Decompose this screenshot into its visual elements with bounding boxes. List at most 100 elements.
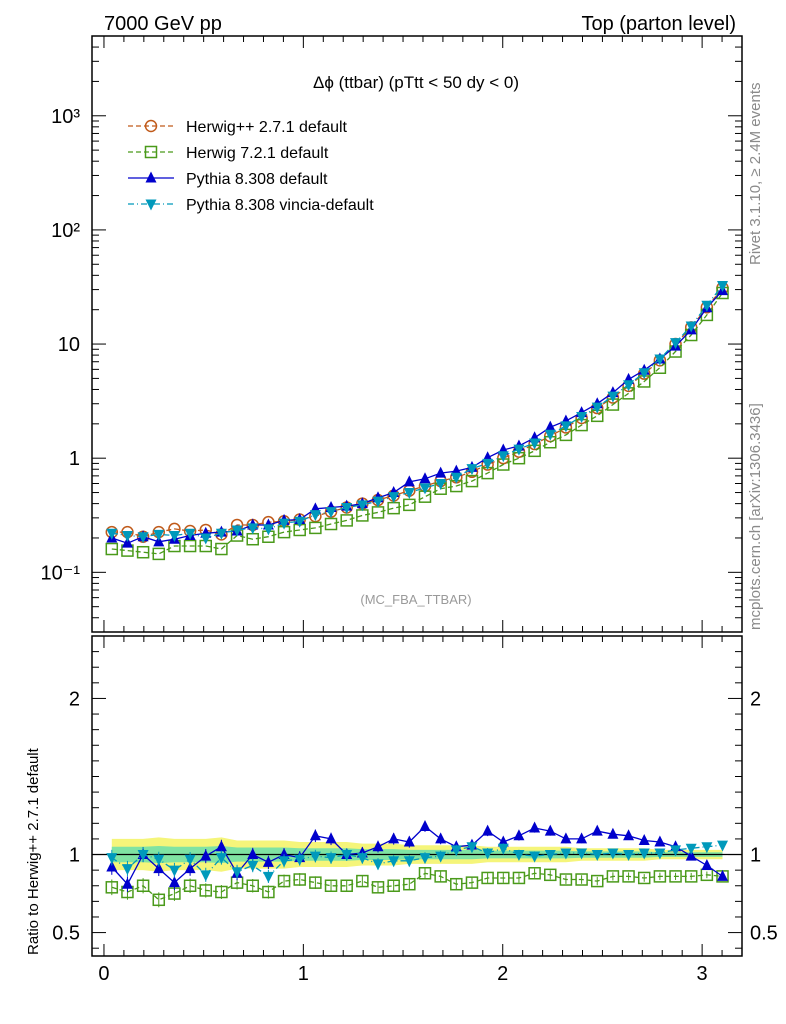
data-point-pythia-8-308-vincia-default bbox=[482, 458, 494, 470]
ratio-y-tick-label-right: 0.5 bbox=[750, 923, 778, 945]
ratio-point-pythia-8-308-default bbox=[435, 832, 447, 844]
data-point-pythia-8-308-vincia-default bbox=[215, 528, 227, 540]
ratio-point-herwig-7-2-1-default bbox=[481, 871, 494, 885]
series-line-herwig-7-2-1-default bbox=[111, 292, 724, 555]
data-point-pythia-8-308-vincia-default bbox=[497, 451, 509, 463]
mcplots-label: mcplots.cern.ch [arXiv:1306.3436] bbox=[747, 403, 764, 630]
ratio-point-pythia-8-308-default bbox=[200, 849, 212, 861]
legend-marker-herwig-7-2-1-default bbox=[144, 145, 158, 159]
data-point-pythia-8-308-vincia-default bbox=[372, 496, 384, 508]
data-point-pythia-8-308-vincia-default bbox=[513, 444, 525, 456]
legend-marker-pythia-8-308-vincia-default bbox=[145, 199, 157, 211]
rivet-label: Rivet 3.1.10, ≥ 2.4M events bbox=[747, 83, 764, 266]
ratio-point-pythia-8-308-default bbox=[482, 824, 494, 836]
ratio-point-pythia-8-308-vincia-default bbox=[482, 848, 494, 860]
ratio-point-pythia-8-308-vincia-default bbox=[294, 854, 306, 866]
data-point-pythia-8-308-vincia-default bbox=[247, 523, 259, 535]
data-point-pythia-8-308-vincia-default bbox=[435, 479, 447, 491]
data-point-herwig-7-2-1-default bbox=[215, 542, 228, 556]
data-point-pythia-8-308-default bbox=[544, 420, 556, 432]
ratio-point-pythia-8-308-vincia-default bbox=[591, 850, 603, 862]
ratio-point-pythia-8-308-vincia-default bbox=[544, 850, 556, 862]
ratio-point-herwig-7-2-1-default bbox=[684, 870, 698, 883]
legend-marker-herwig-2-7-1-default bbox=[144, 119, 158, 133]
series-line-pythia-8-308-vincia-default bbox=[111, 285, 724, 539]
ratio-point-pythia-8-308-vincia-default bbox=[184, 854, 196, 866]
plot-title: Δϕ (ttbar) (pTtt < 50 dy < 0) bbox=[313, 73, 519, 92]
x-tick-label: 0 bbox=[98, 963, 109, 985]
ratio-point-herwig-7-2-1-default bbox=[559, 873, 573, 886]
ratio-point-pythia-8-308-vincia-default bbox=[200, 870, 212, 882]
ratio-y-tick-label: 1 bbox=[69, 845, 80, 867]
data-point-herwig-7-2-1-default bbox=[340, 514, 353, 527]
data-point-pythia-8-308-vincia-default bbox=[341, 502, 353, 514]
data-point-herwig-7-2-1-default bbox=[152, 547, 166, 561]
ratio-point-pythia-8-308-default bbox=[184, 862, 196, 874]
series-line-herwig-2-7-1-default bbox=[111, 287, 724, 538]
ratio-point-pythia-8-308-vincia-default bbox=[701, 842, 713, 854]
data-point-pythia-8-308-vincia-default bbox=[294, 516, 306, 528]
ratio-point-pythia-8-308-vincia-default bbox=[137, 850, 149, 862]
data-point-pythia-8-308-vincia-default bbox=[262, 524, 274, 536]
data-point-pythia-8-308-vincia-default bbox=[529, 438, 541, 450]
ratio-point-herwig-7-2-1-default bbox=[246, 879, 259, 893]
ratio-point-pythia-8-308-default bbox=[685, 849, 697, 861]
ratio-point-pythia-8-308-default bbox=[215, 840, 227, 852]
ratio-point-herwig-7-2-1-default bbox=[512, 871, 526, 885]
data-point-herwig-7-2-1-default bbox=[183, 539, 197, 553]
ratio-point-pythia-8-308-vincia-default bbox=[278, 856, 290, 868]
data-point-pythia-8-308-vincia-default bbox=[623, 380, 635, 392]
ratio-point-pythia-8-308-default bbox=[560, 832, 572, 844]
data-point-pythia-8-308-vincia-default bbox=[137, 532, 149, 544]
data-point-pythia-8-308-vincia-default bbox=[106, 528, 118, 540]
data-point-pythia-8-308-default bbox=[403, 475, 415, 487]
ratio-point-pythia-8-308-vincia-default bbox=[670, 845, 682, 857]
data-point-pythia-8-308-vincia-default bbox=[200, 533, 212, 545]
ratio-point-herwig-7-2-1-default bbox=[277, 874, 291, 888]
ratio-point-pythia-8-308-vincia-default bbox=[623, 850, 635, 862]
ratio-point-pythia-8-308-default bbox=[262, 855, 274, 867]
ratio-point-herwig-7-2-1-default bbox=[293, 873, 306, 886]
data-point-pythia-8-308-vincia-default bbox=[309, 510, 321, 522]
ratio-point-herwig-7-2-1-default bbox=[136, 879, 150, 893]
ratio-point-herwig-7-2-1-default bbox=[262, 885, 275, 899]
ratio-point-pythia-8-308-vincia-default bbox=[325, 853, 337, 865]
ratio-point-pythia-8-308-vincia-default bbox=[247, 860, 259, 872]
ratio-point-herwig-7-2-1-default bbox=[465, 876, 479, 889]
ratio-point-herwig-7-2-1-default bbox=[590, 874, 604, 888]
legend-label: Pythia 8.308 default bbox=[186, 171, 328, 188]
ratio-point-herwig-7-2-1-default bbox=[356, 874, 369, 888]
ratio-y-tick-label-right: 2 bbox=[750, 688, 761, 710]
ratio-point-herwig-7-2-1-default bbox=[199, 884, 212, 897]
x-tick-label: 1 bbox=[298, 963, 309, 985]
header-left: 7000 GeV pp bbox=[104, 13, 222, 35]
ratio-point-herwig-7-2-1-default bbox=[575, 873, 588, 886]
data-point-herwig-7-2-1-default bbox=[136, 545, 150, 559]
ratio-point-herwig-7-2-1-default bbox=[544, 868, 557, 882]
ratio-point-pythia-8-308-default bbox=[309, 829, 321, 841]
legend-label: Pythia 8.308 vincia-default bbox=[186, 197, 374, 214]
legend-label: Herwig 7.2.1 default bbox=[186, 145, 329, 162]
ratio-point-herwig-7-2-1-default bbox=[669, 870, 682, 883]
ratio-point-herwig-7-2-1-default bbox=[653, 870, 667, 883]
ratio-point-pythia-8-308-vincia-default bbox=[388, 856, 400, 868]
ratio-point-herwig-7-2-1-default bbox=[152, 893, 166, 907]
ratio-point-pythia-8-308-default bbox=[717, 869, 729, 881]
ratio-y-tick-label-right: 1 bbox=[750, 845, 761, 867]
ratio-point-herwig-7-2-1-default bbox=[637, 871, 651, 885]
ratio-point-pythia-8-308-vincia-default bbox=[419, 853, 431, 865]
ratio-point-pythia-8-308-vincia-default bbox=[341, 850, 353, 862]
y-tick-label: 1 bbox=[69, 448, 80, 470]
data-layer bbox=[92, 280, 742, 908]
ratio-point-pythia-8-308-default bbox=[403, 835, 415, 847]
ratio-plot-frame bbox=[91, 635, 743, 957]
ratio-point-herwig-7-2-1-default bbox=[434, 870, 447, 883]
data-point-pythia-8-308-vincia-default bbox=[654, 354, 666, 366]
ratio-point-pythia-8-308-default bbox=[544, 824, 556, 836]
data-point-pythia-8-308-vincia-default bbox=[184, 528, 196, 540]
data-point-pythia-8-308-default bbox=[435, 466, 447, 478]
data-point-pythia-8-308-vincia-default bbox=[591, 402, 603, 414]
ratio-point-pythia-8-308-vincia-default bbox=[513, 850, 525, 862]
ratio-point-pythia-8-308-vincia-default bbox=[121, 864, 133, 876]
header-right: Top (parton level) bbox=[581, 13, 736, 35]
